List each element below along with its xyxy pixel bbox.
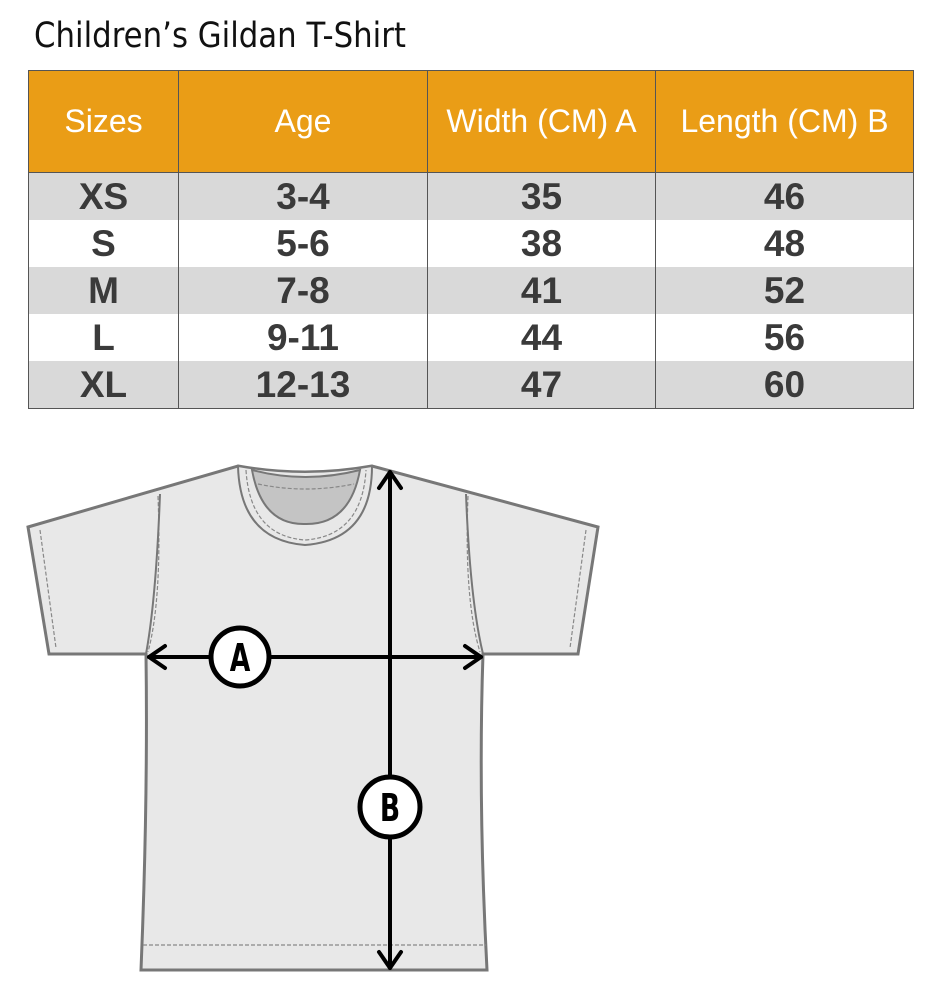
- cell-length: 46: [655, 172, 914, 220]
- table-row: S 5-6 38 48: [28, 220, 914, 267]
- table-row: L 9-11 44 56: [28, 314, 914, 361]
- cell-width: 38: [427, 220, 656, 267]
- stitching: [39, 469, 587, 946]
- cell-width: 47: [427, 361, 656, 409]
- cell-age: 9-11: [178, 314, 428, 361]
- header-width: Width (CM) A: [427, 70, 656, 173]
- cell-length: 60: [655, 361, 914, 409]
- table-row: XS 3-4 35 46: [28, 172, 914, 220]
- label-b: B: [380, 786, 400, 830]
- table-row: M 7-8 41 52: [28, 267, 914, 314]
- cell-size: S: [28, 220, 179, 267]
- cell-age: 12-13: [178, 361, 428, 409]
- cell-size: M: [28, 267, 179, 314]
- header-length: Length (CM) B: [655, 70, 914, 173]
- label-a: A: [230, 636, 251, 680]
- table-header-row: Sizes Age Width (CM) A Length (CM) B: [28, 70, 914, 173]
- collar-inner: [250, 468, 362, 526]
- cell-length: 56: [655, 314, 914, 361]
- header-sizes: Sizes: [28, 70, 179, 173]
- cell-width: 41: [427, 267, 656, 314]
- cell-length: 52: [655, 267, 914, 314]
- cell-length: 48: [655, 220, 914, 267]
- header-age: Age: [178, 70, 428, 173]
- cell-width: 44: [427, 314, 656, 361]
- cell-size: XL: [28, 361, 179, 409]
- label-a-circle: [208, 625, 272, 689]
- cell-age: 5-6: [178, 220, 428, 267]
- label-b-circle: [357, 774, 423, 840]
- page-title: Children’s Gildan T-Shirt: [34, 16, 406, 56]
- table-row: XL 12-13 47 60: [28, 361, 914, 409]
- cell-width: 35: [427, 172, 656, 220]
- size-chart-table: Sizes Age Width (CM) A Length (CM) B XS 3…: [28, 70, 914, 409]
- cell-size: XS: [28, 172, 179, 220]
- cell-age: 7-8: [178, 267, 428, 314]
- cell-age: 3-4: [178, 172, 428, 220]
